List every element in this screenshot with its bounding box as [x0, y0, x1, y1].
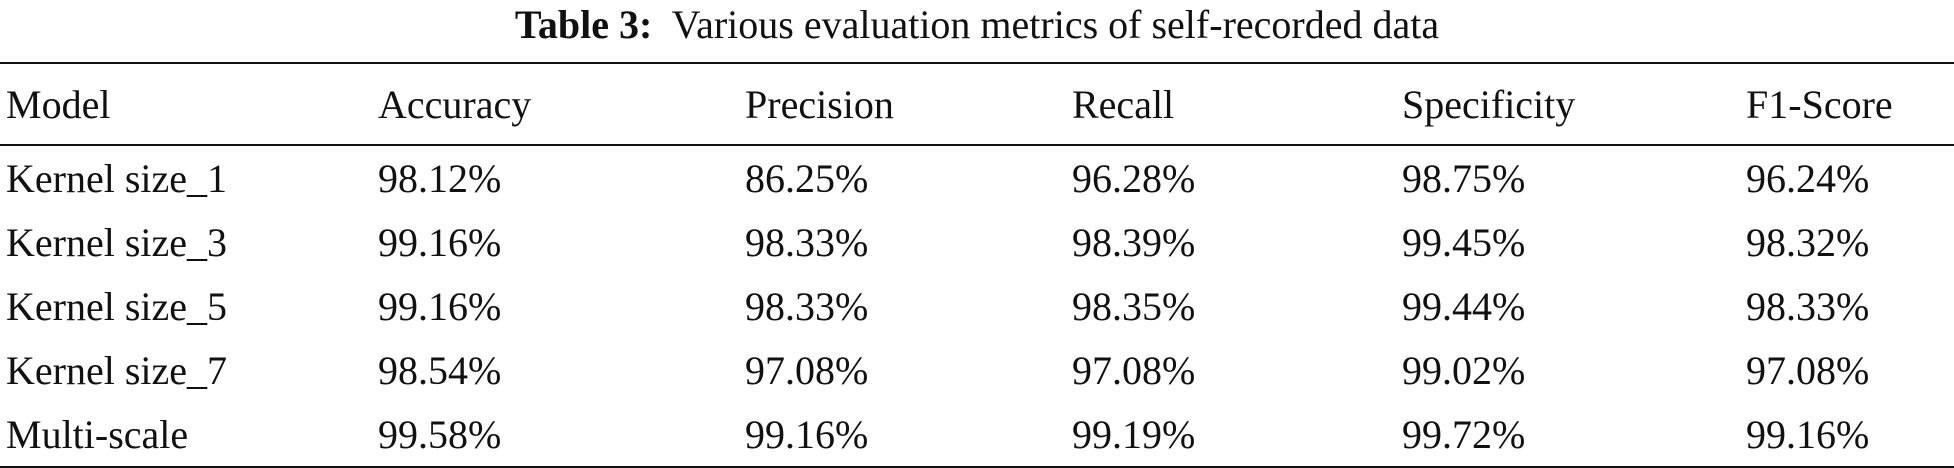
cell-specificity: 99.44%: [1402, 283, 1526, 329]
cell-accuracy: 98.54%: [378, 347, 502, 393]
cell-specificity: 99.72%: [1402, 411, 1526, 457]
table-caption: Table 3: Various evaluation metrics of s…: [0, 0, 1954, 56]
header-accuracy: Accuracy: [378, 81, 532, 127]
cell-model: Kernel size_7: [6, 347, 228, 393]
header-recall: Recall: [1072, 81, 1175, 127]
cell-precision: 86.25%: [745, 155, 869, 201]
cell-f1-score: 97.08%: [1746, 347, 1870, 393]
table-body: Kernel size_1 98.12% 86.25% 96.28% 98.75…: [0, 145, 1954, 467]
cell-f1-score: 98.33%: [1746, 283, 1870, 329]
table-row: Kernel size_3 99.16% 98.33% 98.39% 99.45…: [0, 210, 1954, 274]
metrics-table: Model Accuracy Precision Recall Specific…: [0, 62, 1954, 468]
metrics-table-container: Model Accuracy Precision Recall Specific…: [0, 62, 1954, 468]
cell-model: Kernel size_3: [6, 219, 228, 265]
cell-recall: 97.08%: [1072, 347, 1196, 393]
cell-recall: 96.28%: [1072, 155, 1196, 201]
cell-model: Multi-scale: [6, 411, 189, 457]
cell-precision: 98.33%: [745, 219, 869, 265]
header-specificity: Specificity: [1402, 81, 1576, 127]
caption-label: Table 3:: [514, 2, 653, 47]
header-f1-score: F1-Score: [1746, 81, 1893, 127]
cell-precision: 98.33%: [745, 283, 869, 329]
cell-recall: 99.19%: [1072, 411, 1196, 457]
table-row: Kernel size_5 99.16% 98.33% 98.35% 99.44…: [0, 274, 1954, 338]
cell-precision: 99.16%: [745, 411, 869, 457]
cell-recall: 98.39%: [1072, 219, 1196, 265]
header-row: Model Accuracy Precision Recall Specific…: [0, 63, 1954, 145]
table-row: Kernel size_1 98.12% 86.25% 96.28% 98.75…: [0, 145, 1954, 210]
cell-specificity: 98.75%: [1402, 155, 1526, 201]
cell-model: Kernel size_1: [6, 155, 228, 201]
header-precision: Precision: [745, 81, 894, 127]
table-row: Multi-scale 99.58% 99.16% 99.19% 99.72% …: [0, 402, 1954, 467]
header-model: Model: [6, 81, 111, 127]
cell-accuracy: 98.12%: [378, 155, 502, 201]
cell-precision: 97.08%: [745, 347, 869, 393]
cell-recall: 98.35%: [1072, 283, 1196, 329]
caption-text: Various evaluation metrics of self-recor…: [671, 2, 1440, 47]
cell-accuracy: 99.16%: [378, 219, 502, 265]
cell-model: Kernel size_5: [6, 283, 228, 329]
cell-specificity: 99.45%: [1402, 219, 1526, 265]
table-header: Model Accuracy Precision Recall Specific…: [0, 63, 1954, 145]
cell-accuracy: 99.16%: [378, 283, 502, 329]
cell-f1-score: 99.16%: [1746, 411, 1870, 457]
table-row: Kernel size_7 98.54% 97.08% 97.08% 99.02…: [0, 338, 1954, 402]
cell-accuracy: 99.58%: [378, 411, 502, 457]
cell-f1-score: 98.32%: [1746, 219, 1870, 265]
cell-f1-score: 96.24%: [1746, 155, 1870, 201]
cell-specificity: 99.02%: [1402, 347, 1526, 393]
